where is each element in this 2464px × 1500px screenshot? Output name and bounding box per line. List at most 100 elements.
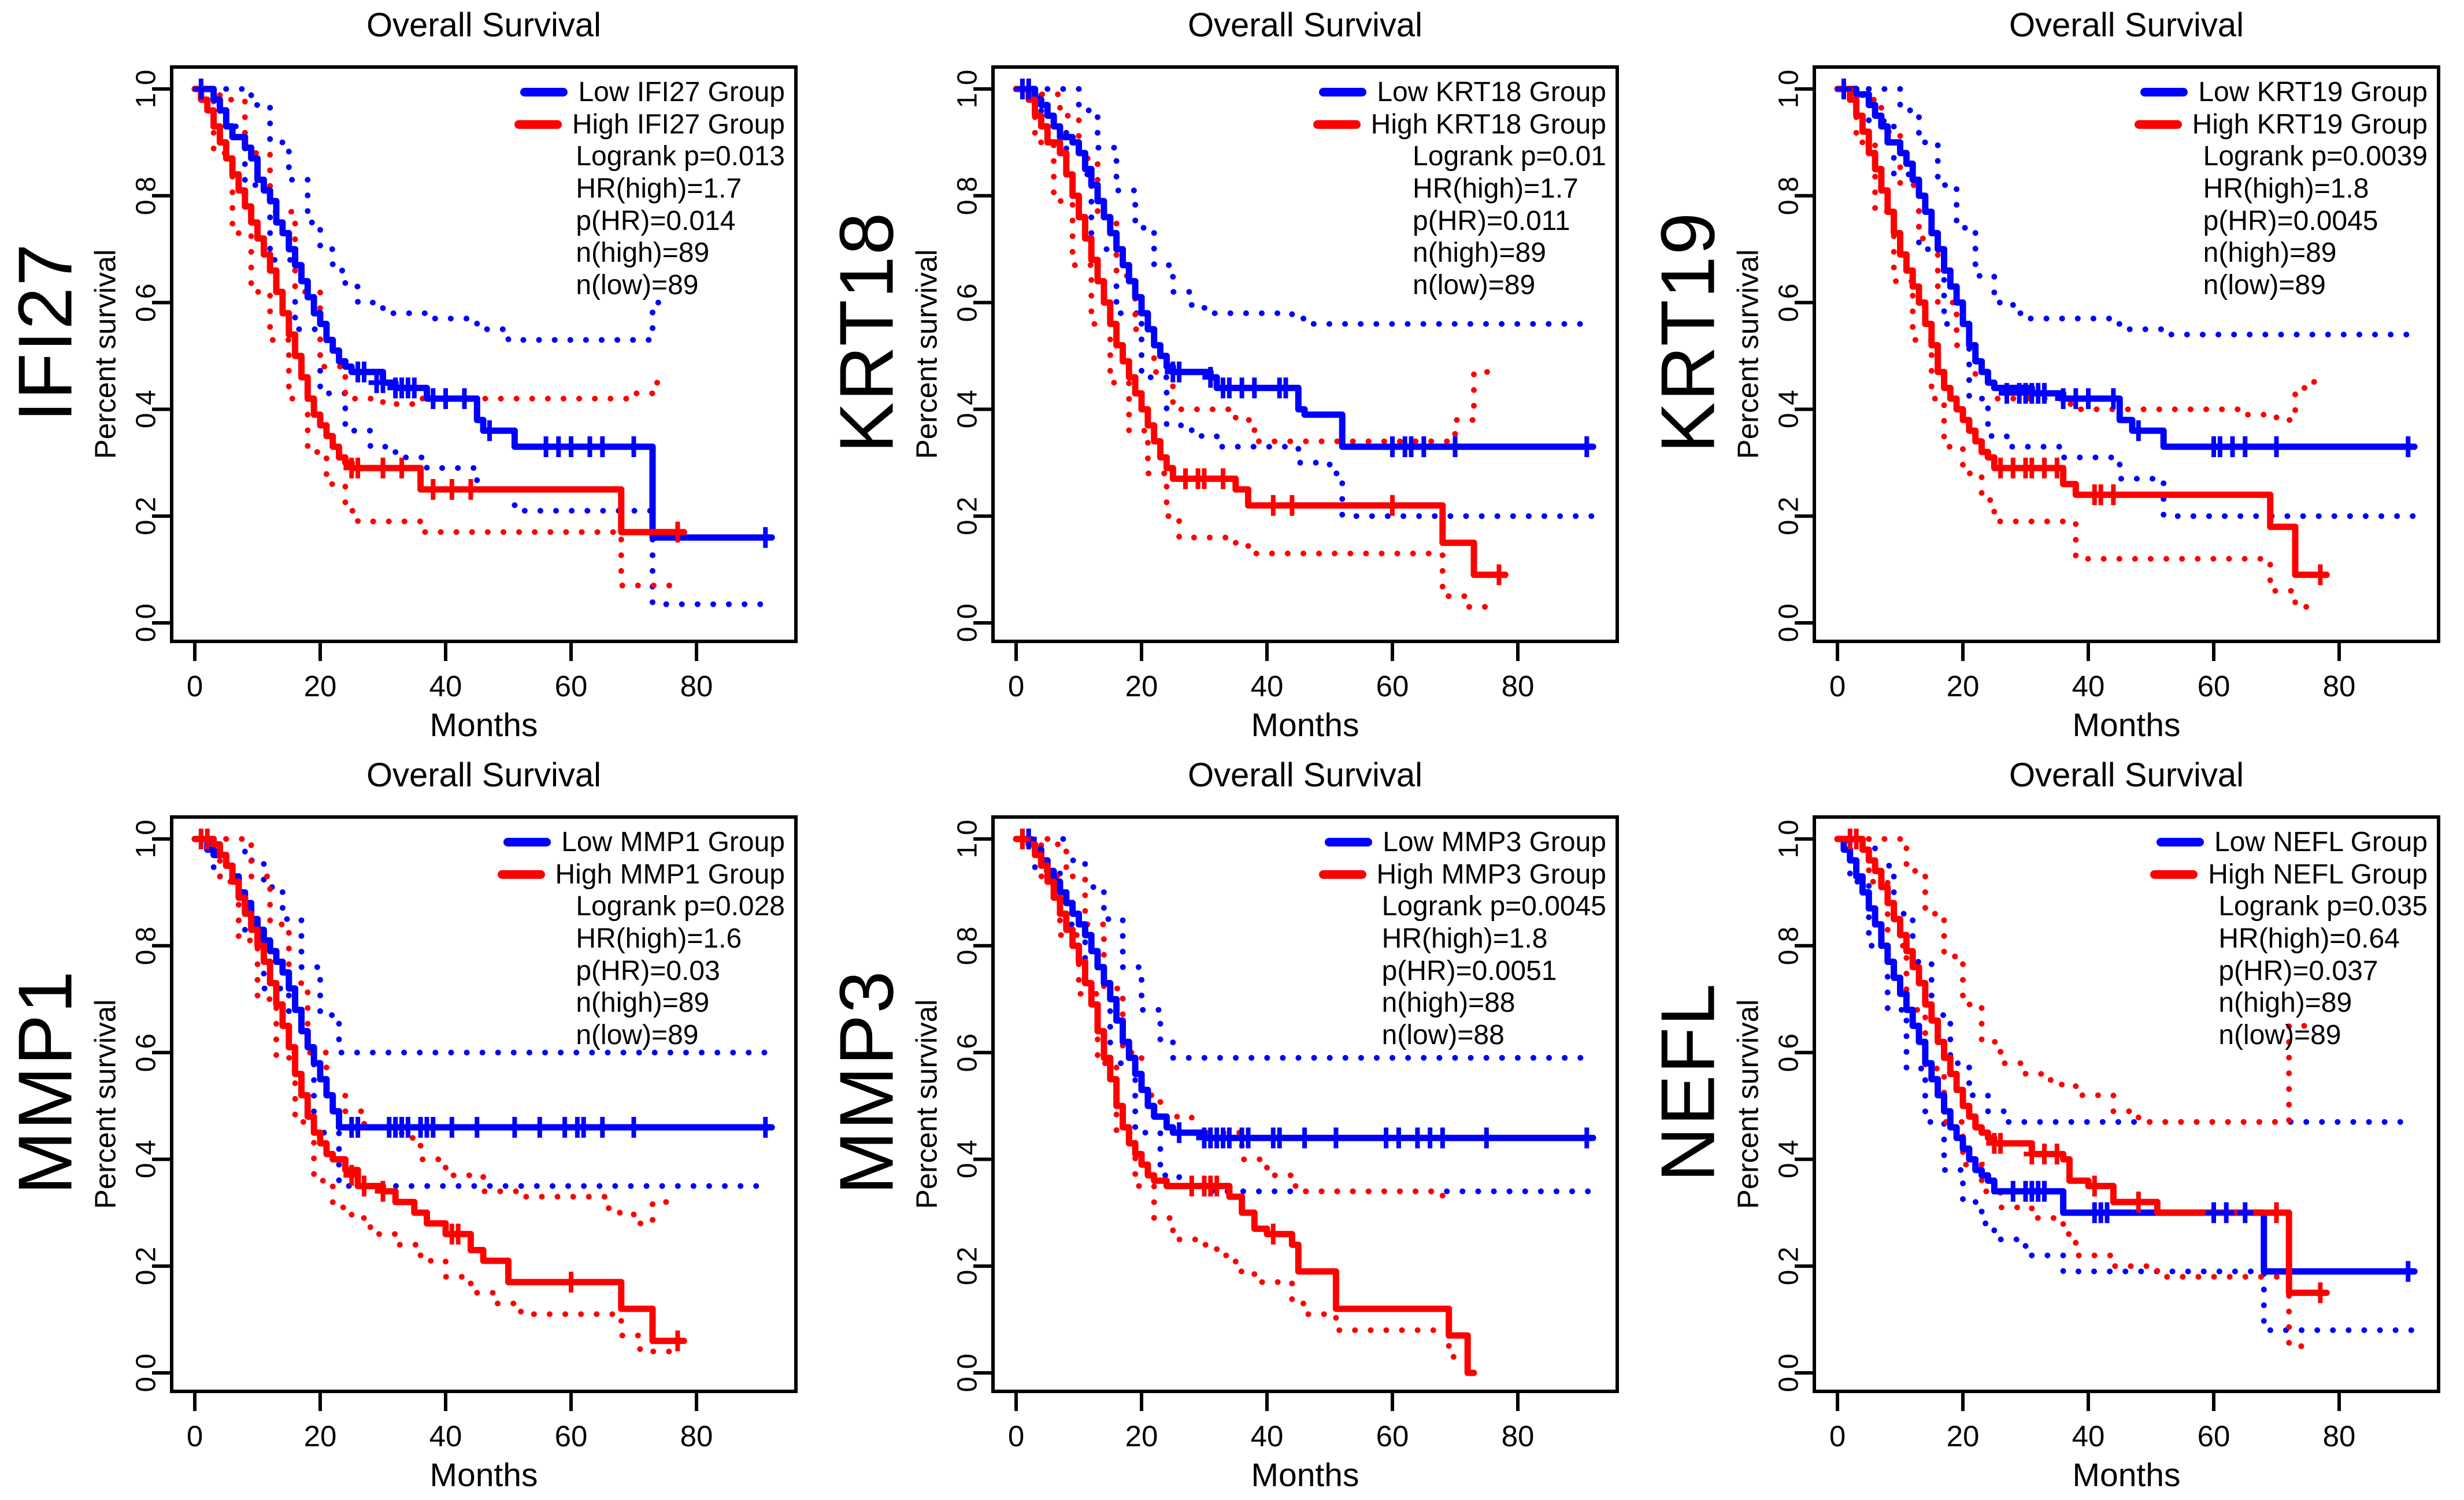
censor-marks-high: [1014, 829, 1281, 1245]
panel-title: Overall Survival: [366, 6, 602, 44]
legend-row-high: High NEFL Group: [2150, 859, 2428, 891]
survival-curve-high: [1834, 836, 2330, 1296]
y-tick-label: 0.4: [1773, 1140, 1805, 1179]
ci-curve-high-ci: [1013, 86, 1496, 610]
ci-curve-high-ci: [1013, 836, 1458, 1200]
legend-stat: n(low)=89: [576, 1020, 699, 1051]
x-tick-label: 60: [2197, 670, 2230, 703]
y-tick-label: 1.0: [131, 819, 162, 859]
x-tick-label: 0: [1829, 670, 1846, 703]
y-tick-label: 0.8: [1773, 926, 1805, 966]
legend-row-low: Low IFI27 Group: [520, 76, 785, 109]
legend-stat: Logrank p=0.035: [2218, 891, 2428, 922]
legend-stat: HR(high)=1.6: [576, 923, 742, 955]
y-tick-label: 0.4: [952, 1140, 983, 1179]
high-group-label: High IFI27 Group: [572, 109, 785, 140]
y-tick-label: 0.0: [1773, 1353, 1805, 1393]
x-tick-label: 20: [1125, 670, 1158, 703]
x-tick-label: 0: [186, 1420, 203, 1453]
x-tick-label: 0: [186, 670, 203, 703]
low-group-line-swatch: [520, 88, 568, 97]
survival-curve-high: [1834, 86, 2330, 578]
survival-curve-low: [191, 86, 775, 541]
y-tick-label: 0.4: [952, 390, 983, 429]
x-tick-label: 80: [1501, 1420, 1535, 1453]
y-tick-label: 0.2: [131, 1246, 162, 1286]
x-tick-label: 60: [554, 1420, 588, 1453]
y-tick-label: 0.6: [1773, 1033, 1805, 1072]
x-tick-label: 0: [1829, 1420, 1846, 1453]
legend-stats: Logrank p=0.0045 HR(high)=1.8 p(HR)=0.0051…: [1382, 890, 1606, 1051]
legend-stat: p(HR)=0.03: [576, 955, 720, 986]
low-group-line-swatch: [503, 838, 551, 847]
high-group-line-swatch: [1318, 870, 1366, 879]
legend-row-low: Low MMP1 Group: [503, 826, 785, 859]
censor-marks-high: [1177, 468, 1507, 585]
km-plot: [973, 65, 1619, 661]
high-group-line-swatch: [2150, 870, 2198, 879]
plot-box: [170, 815, 798, 1393]
y-tick-label: 0.0: [952, 1353, 983, 1393]
y-tick-label: 0.8: [1773, 176, 1805, 216]
panel-title: Overall Survival: [2009, 6, 2244, 44]
y-tick-label: 0.2: [131, 496, 162, 536]
y-tick-label: 0.8: [952, 176, 983, 216]
y-tick-label: 0.6: [131, 283, 162, 322]
legend-stat: n(high)=89: [576, 987, 710, 1019]
y-tick-label: 0.2: [952, 496, 983, 536]
y-tick-label: 0.4: [131, 390, 162, 429]
panel-title: Overall Survival: [2009, 756, 2244, 794]
legend-stat: Logrank p=0.0039: [2203, 141, 2428, 172]
low-group-line-swatch: [1319, 88, 1367, 97]
legend-stat: n(low)=89: [1413, 270, 1536, 301]
legend-stat: n(low)=88: [1381, 1020, 1505, 1051]
x-tick-label: 80: [2322, 1420, 2356, 1453]
low-group-label: Low MMP1 Group: [561, 827, 785, 857]
x-tick-label: 20: [303, 1420, 337, 1453]
legend-row-high: High MMP1 Group: [497, 859, 785, 891]
ci-curve-low-ci: [192, 836, 775, 1056]
x-tick-label: 20: [1946, 670, 1980, 703]
low-group-line-swatch: [2140, 88, 2188, 97]
y-tick-label: 0.6: [952, 283, 983, 322]
censor-marks-high: [1992, 458, 2329, 585]
high-group-label: High NEFL Group: [2208, 859, 2428, 890]
legend-stat: n(low)=89: [2218, 1020, 2341, 1051]
low-group-label: Low NEFL Group: [2214, 827, 2428, 857]
survival-curve-high: [1013, 836, 1477, 1376]
x-axis-title: Months: [429, 1457, 538, 1494]
y-tick-label: 0.4: [1773, 390, 1805, 429]
legend: Low KRT19 Group High KRT19 Group Logrank…: [2134, 76, 2428, 302]
x-tick-label: 40: [2072, 1420, 2105, 1453]
high-group-label: High KRT19 Group: [2192, 109, 2428, 140]
legend-row-low: Low NEFL Group: [2156, 826, 2428, 859]
y-tick-label: 0.6: [131, 1033, 162, 1072]
censor-marks-high: [1841, 829, 2329, 1304]
legend-stat: HR(high)=0.64: [2218, 923, 2400, 955]
plot-box: [1813, 815, 2440, 1393]
km-plot: [152, 815, 798, 1411]
legend-row-high: High KRT19 Group: [2134, 109, 2428, 141]
survival-panel-krt18: KRT18 Overall Survival Percent survival …: [821, 0, 1643, 750]
legend-stat: HR(high)=1.8: [1381, 923, 1548, 955]
legend-stat: n(high)=89: [1413, 237, 1546, 269]
high-group-label: High MMP1 Group: [555, 859, 785, 890]
x-tick-label: 40: [429, 670, 462, 703]
legend-row-high: High MMP3 Group: [1318, 859, 1606, 891]
x-tick-label: 60: [1376, 670, 1409, 703]
high-group-line-swatch: [2134, 120, 2182, 129]
censor-marks-low: [2004, 1180, 2417, 1282]
legend-stats: Logrank p=0.013 HR(high)=1.7 p(HR)=0.014 n(…: [576, 140, 785, 301]
legend-stat: n(low)=89: [576, 270, 699, 301]
plot-box: [991, 815, 1619, 1393]
y-tick-label: 0.6: [1773, 283, 1805, 322]
legend-stat: HR(high)=1.7: [1413, 173, 1579, 205]
high-group-label: High KRT18 Group: [1370, 109, 1606, 140]
y-tick-label: 0.2: [952, 1246, 983, 1286]
x-tick-label: 20: [1125, 1420, 1158, 1453]
y-tick-label: 0.2: [1773, 1246, 1805, 1286]
legend-stat: Logrank p=0.0045: [1381, 891, 1606, 922]
legend-row-high: High KRT18 Group: [1313, 109, 1606, 141]
y-tick-label: 0.0: [131, 603, 162, 643]
